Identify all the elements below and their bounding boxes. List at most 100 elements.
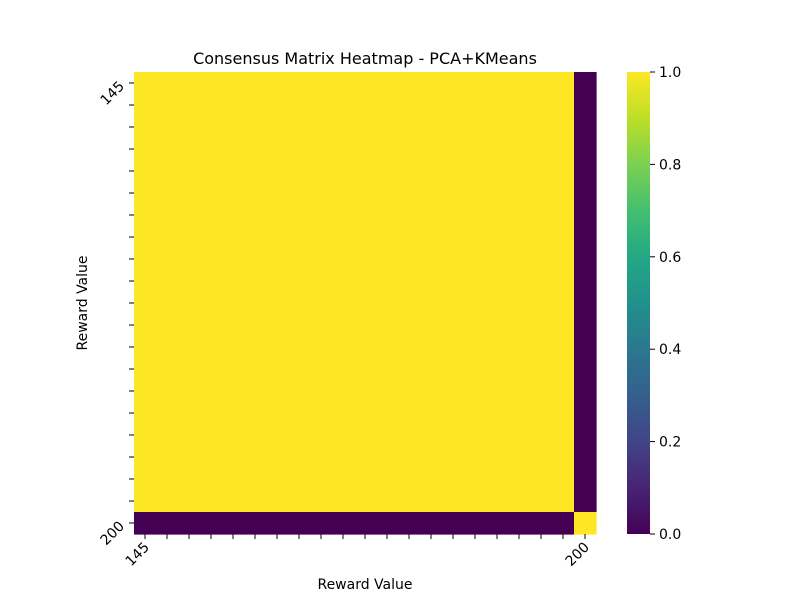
heatmap-cell [354, 72, 377, 95]
heatmap-cell [442, 292, 465, 315]
heatmap-cell [376, 468, 399, 491]
heatmap-cell [156, 292, 179, 315]
heatmap-cell [134, 402, 157, 425]
heatmap-cell [310, 94, 333, 117]
heatmap-cell [178, 380, 201, 403]
heatmap-cell [288, 358, 311, 381]
heatmap-cell [508, 182, 531, 205]
heatmap-cell [574, 424, 597, 447]
heatmap-cell [530, 468, 553, 491]
heatmap-cell [376, 138, 399, 161]
heatmap-cell [310, 72, 333, 95]
heatmap-cell [354, 380, 377, 403]
heatmap-cell [376, 402, 399, 425]
heatmap-cell [420, 72, 443, 95]
heatmap-cell [244, 94, 267, 117]
heatmap-cell [574, 72, 597, 95]
heatmap-cell [222, 490, 245, 513]
heatmap-cell [552, 380, 575, 403]
heatmap-cell [244, 380, 267, 403]
heatmap-cell [464, 270, 487, 293]
heatmap-cell [530, 270, 553, 293]
heatmap-cell [420, 226, 443, 249]
heatmap-cell [530, 138, 553, 161]
heatmap-cell [156, 226, 179, 249]
heatmap-cell [552, 446, 575, 469]
heatmap-cell [552, 402, 575, 425]
heatmap-cell [244, 182, 267, 205]
heatmap-cell [266, 138, 289, 161]
y-tick-label: 145 [98, 79, 128, 109]
heatmap-cell [486, 270, 509, 293]
heatmap-cell [398, 512, 421, 535]
heatmap-cell [508, 336, 531, 359]
heatmap-cell [530, 314, 553, 337]
heatmap-cell [376, 490, 399, 513]
heatmap-cell [244, 292, 267, 315]
heatmap-cell [178, 204, 201, 227]
heatmap-cell [486, 380, 509, 403]
heatmap-cell [200, 380, 223, 403]
heatmap-cell [464, 424, 487, 447]
heatmap-cell [134, 116, 157, 139]
colorbar-tick-label: 0.2 [659, 435, 681, 451]
heatmap-cell [486, 468, 509, 491]
heatmap-cell [332, 204, 355, 227]
heatmap-cell [486, 248, 509, 271]
heatmap-cell [398, 226, 421, 249]
heatmap-cell [398, 336, 421, 359]
heatmap-cell [134, 490, 157, 513]
heatmap-cell [376, 270, 399, 293]
heatmap-cells [134, 72, 597, 535]
heatmap-cell [486, 116, 509, 139]
heatmap-cell [376, 380, 399, 403]
y-tick-label: 200 [98, 519, 128, 549]
y-axis-ticks: 145 200 [98, 79, 134, 549]
heatmap-cell [222, 116, 245, 139]
heatmap-cell [420, 380, 443, 403]
heatmap-cell [464, 248, 487, 271]
heatmap-cell [178, 314, 201, 337]
heatmap-cell [398, 292, 421, 315]
heatmap-cell [332, 72, 355, 95]
heatmap-cell [178, 138, 201, 161]
heatmap-cell [508, 160, 531, 183]
heatmap-cell [200, 490, 223, 513]
heatmap-cell [508, 94, 531, 117]
heatmap-cell [354, 204, 377, 227]
heatmap-cell [574, 292, 597, 315]
heatmap-cell [552, 468, 575, 491]
heatmap-cell [244, 336, 267, 359]
heatmap-cell [398, 446, 421, 469]
heatmap-cell [552, 512, 575, 535]
heatmap-cell [376, 512, 399, 535]
heatmap-cell [156, 446, 179, 469]
heatmap-cell [464, 182, 487, 205]
heatmap-cell [552, 314, 575, 337]
heatmap-cell [574, 336, 597, 359]
heatmap-cell [574, 380, 597, 403]
heatmap-cell [266, 248, 289, 271]
heatmap-cell [574, 446, 597, 469]
heatmap-cell [464, 226, 487, 249]
heatmap-cell [530, 116, 553, 139]
heatmap-cell [420, 402, 443, 425]
heatmap-cell [156, 380, 179, 403]
heatmap-cell [376, 226, 399, 249]
heatmap-cell [442, 160, 465, 183]
heatmap-cell [530, 182, 553, 205]
heatmap-cell [464, 380, 487, 403]
heatmap-cell [200, 204, 223, 227]
heatmap-cell [310, 182, 333, 205]
heatmap-cell [310, 160, 333, 183]
heatmap-cell [332, 160, 355, 183]
heatmap-cell [486, 512, 509, 535]
heatmap-cell [156, 72, 179, 95]
heatmap-cell [376, 446, 399, 469]
heatmap-cell [244, 512, 267, 535]
heatmap-cell [244, 424, 267, 447]
heatmap-cell [222, 270, 245, 293]
heatmap-cell [200, 270, 223, 293]
colorbar-tick-label: 1.0 [659, 65, 681, 81]
heatmap-cell [574, 182, 597, 205]
